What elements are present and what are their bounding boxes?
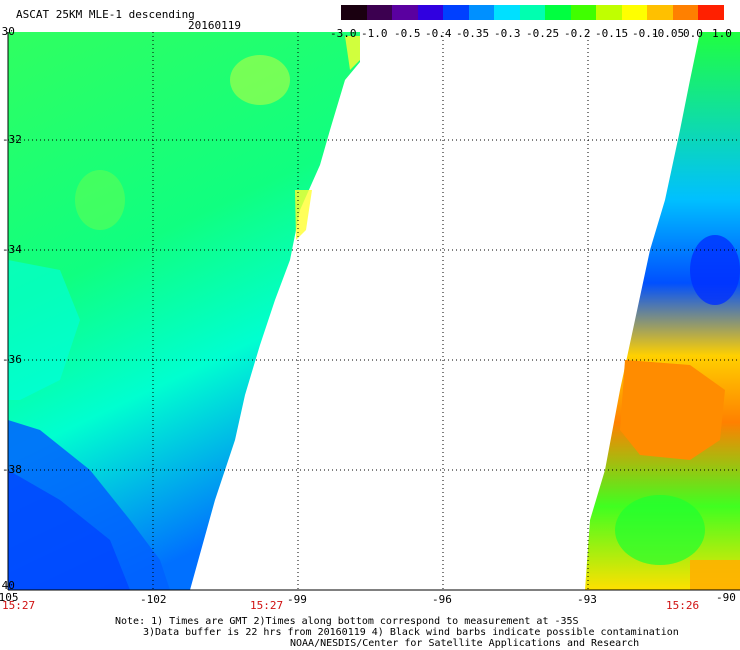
lon-label: -99 [287, 593, 307, 606]
lon-label: -93 [577, 593, 597, 606]
lat-label: -38 [2, 463, 22, 476]
map-date: 20160119 [188, 19, 241, 32]
colorbar-label: -0.35 [456, 27, 490, 40]
note-line-2: 3)Data buffer is 22 hrs from 20160119 4)… [143, 627, 679, 638]
lon-label: -96 [432, 593, 452, 606]
colorbar-label: -3.0 [330, 27, 357, 40]
colorbar-swatch [621, 5, 648, 20]
lon-label: -102 [140, 593, 167, 606]
colorbar [341, 5, 724, 20]
time-label: 15:27 [2, 599, 36, 612]
colorbar-label: -0.2 [564, 27, 591, 40]
colorbar-label: -0.05 [651, 27, 685, 40]
colorbar-swatch [570, 5, 597, 20]
colorbar-label: -0.5 [394, 27, 421, 40]
colorbar-label: 0.0 [683, 27, 703, 40]
colorbar-swatch [596, 5, 622, 20]
colorbar-swatch [698, 5, 724, 20]
colorbar-label: 1.0 [712, 27, 732, 40]
lon-label: -90 [716, 591, 736, 604]
colorbar-swatch [468, 5, 495, 20]
time-label: 15:27 [250, 599, 284, 612]
colorbar-swatch [494, 5, 520, 20]
colorbar-swatch [672, 5, 699, 20]
colorbar-label: -0.25 [526, 27, 560, 40]
colorbar-swatch [417, 5, 444, 20]
note-line-1: Note: 1) Times are GMT 2)Times along bot… [115, 616, 579, 627]
left-swath [8, 32, 360, 590]
colorbar-swatch [366, 5, 393, 20]
colorbar-swatch [341, 5, 367, 20]
lat-label: -30 [0, 25, 15, 38]
colorbar-swatch [443, 5, 469, 20]
lat-label: -40 [0, 579, 15, 592]
lat-label: -36 [2, 353, 22, 366]
lon-label: -105 [0, 591, 19, 604]
colorbar-swatch [519, 5, 546, 20]
grid-lines [8, 32, 740, 590]
colorbar-label: -0.15 [595, 27, 629, 40]
map-title: ASCAT 25KM MLE-1 descending [16, 8, 195, 21]
note-line-3: NOAA/NESDIS/Center for Satellite Applica… [290, 638, 640, 649]
right-swath [585, 32, 740, 590]
colorbar-swatch [392, 5, 418, 20]
lat-label: -34 [2, 243, 22, 256]
lat-label: -32 [2, 133, 22, 146]
colorbar-label: -0.1 [632, 27, 659, 40]
colorbar-swatch [545, 5, 571, 20]
colorbar-label: -1.0 [361, 27, 388, 40]
time-label: 15:26 [666, 599, 700, 612]
colorbar-label: -0.4 [425, 27, 452, 40]
colorbar-swatch [647, 5, 673, 20]
colorbar-label: -0.3 [494, 27, 521, 40]
